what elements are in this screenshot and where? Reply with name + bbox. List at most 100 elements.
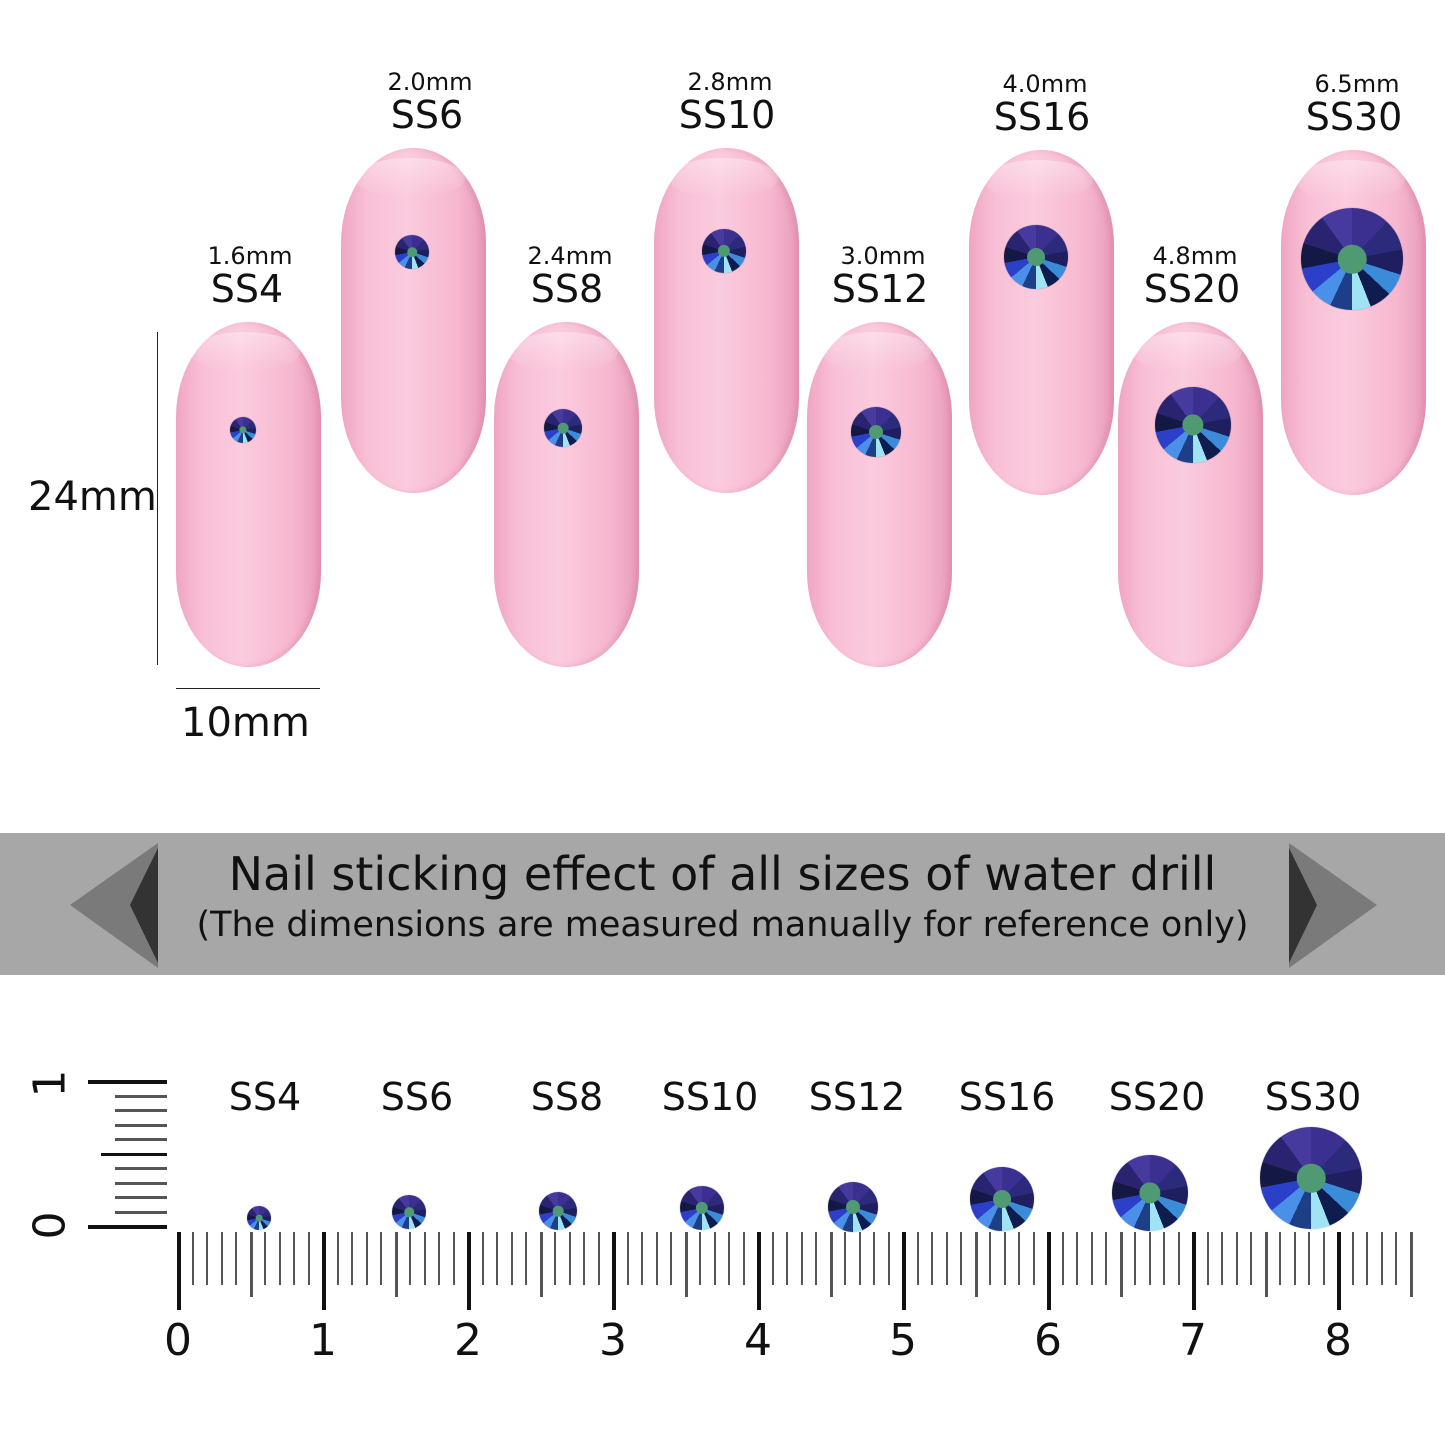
ruler-label: 0 <box>164 1315 192 1366</box>
height-dimension-label: 24mm <box>28 474 157 520</box>
ruler-minor-tick <box>742 1232 745 1285</box>
ruler-label: 7 <box>1179 1315 1207 1366</box>
ruler-minor-tick <box>1076 1232 1078 1285</box>
rhinestone-icon <box>1112 1155 1188 1231</box>
vruler-half-tick <box>101 1152 167 1156</box>
ruler-minor-tick <box>438 1232 440 1285</box>
ruler-minor-tick <box>583 1232 585 1285</box>
banner: Nail sticking effect of all sizes of wat… <box>0 833 1445 975</box>
rhinestone-icon <box>970 1167 1034 1231</box>
ruler-major-tick <box>1337 1232 1341 1310</box>
mm-label: 4.0mm <box>1002 70 1088 98</box>
ruler-minor-tick <box>423 1232 426 1285</box>
ruler-minor-tick <box>728 1232 730 1285</box>
mm-label: 2.0mm <box>387 68 473 96</box>
ruler-minor-tick <box>626 1232 629 1285</box>
mm-label: 3.0mm <box>840 242 926 270</box>
mm-label: 1.6mm <box>207 242 293 270</box>
nail-ss8 <box>494 322 639 667</box>
ruler-label: 1 <box>309 1315 337 1366</box>
ruler-minor-tick <box>1206 1232 1209 1285</box>
ruler-minor-tick <box>220 1232 223 1285</box>
ruler-minor-tick <box>525 1232 527 1285</box>
size-label: SS8 <box>530 267 604 311</box>
gem-size-label: SS20 <box>1108 1075 1206 1119</box>
rhinestone-core <box>1139 1182 1161 1204</box>
ruler-minor-tick <box>452 1232 455 1285</box>
vruler-major-tick <box>88 1225 167 1229</box>
vruler-major-tick <box>88 1080 167 1084</box>
vruler-minor-tick <box>115 1196 167 1199</box>
banner-title: Nail sticking effect of all sizes of wat… <box>228 847 1217 901</box>
ruler-label: 3 <box>599 1315 627 1366</box>
vruler-minor-tick <box>115 1109 167 1112</box>
rhinestone-icon <box>851 407 901 457</box>
ruler-label: 4 <box>744 1315 772 1366</box>
ruler-minor-tick <box>844 1232 846 1285</box>
ruler-minor-tick <box>699 1232 701 1285</box>
ruler-minor-tick <box>887 1232 890 1285</box>
ruler-minor-tick <box>1308 1232 1310 1285</box>
size-label: SS20 <box>1143 267 1241 311</box>
ruler-minor-tick <box>945 1232 948 1285</box>
ruler-minor-tick <box>235 1232 237 1285</box>
ruler-minor-tick <box>1293 1232 1296 1285</box>
ruler-major-tick <box>177 1232 181 1310</box>
ruler-minor-tick <box>771 1232 774 1285</box>
ruler-minor-tick <box>1003 1232 1006 1285</box>
ruler-label: 5 <box>889 1315 917 1366</box>
gem-size-label: SS16 <box>958 1075 1056 1119</box>
ruler-minor-tick <box>568 1232 571 1285</box>
gem-size-label: SS4 <box>228 1075 302 1119</box>
ruler-minor-tick <box>1235 1232 1238 1285</box>
ruler-minor-tick <box>336 1232 339 1285</box>
ruler-minor-tick <box>409 1232 411 1285</box>
nail-ss20 <box>1118 322 1263 667</box>
nail-ss12 <box>807 322 952 667</box>
ruler-minor-tick <box>1279 1232 1281 1285</box>
ruler-half-tick <box>1119 1232 1123 1297</box>
rhinestone-core <box>1182 414 1204 436</box>
ruler-minor-tick <box>1380 1232 1383 1285</box>
vruler-minor-tick <box>115 1210 167 1214</box>
ruler-half-tick <box>684 1232 688 1297</box>
ruler-minor-tick <box>510 1232 513 1285</box>
ruler-minor-tick <box>1221 1232 1223 1285</box>
ruler-half-tick <box>1264 1232 1268 1297</box>
left-arrow-decoration <box>70 843 158 968</box>
rhinestone-icon <box>702 229 746 273</box>
ruler-major-tick <box>322 1232 326 1310</box>
size-label: SS30 <box>1305 95 1403 139</box>
ruler-half-tick <box>539 1232 543 1297</box>
nail-ss16 <box>969 150 1114 495</box>
ruler-minor-tick <box>293 1232 295 1285</box>
vruler-label: 1 <box>24 1069 76 1098</box>
ruler-major-tick <box>1047 1232 1051 1310</box>
ruler-minor-tick <box>1395 1232 1397 1285</box>
ruler-half-tick <box>829 1232 833 1297</box>
ruler-minor-tick <box>713 1232 716 1285</box>
ruler-minor-tick <box>916 1232 919 1285</box>
rhinestone-core <box>846 1200 860 1214</box>
gem-size-label: SS30 <box>1264 1075 1362 1119</box>
rhinestone-icon <box>230 417 256 443</box>
rhinestone-core <box>1027 248 1045 266</box>
right-arrow-decoration <box>1289 843 1377 968</box>
ruler-major-tick <box>612 1232 616 1310</box>
rhinestone-icon <box>392 1195 426 1229</box>
gem-size-label: SS10 <box>661 1075 759 1119</box>
rhinestone-icon <box>1301 208 1403 310</box>
ruler-minor-tick <box>1105 1232 1107 1285</box>
nail-ss30 <box>1281 150 1426 495</box>
ruler-label: 2 <box>454 1315 482 1366</box>
vruler-label: 0 <box>24 1211 76 1240</box>
ruler-minor-tick <box>1351 1232 1354 1285</box>
ruler-minor-tick <box>800 1232 803 1285</box>
nail-ss6 <box>341 148 486 493</box>
rhinestone-core <box>407 247 417 257</box>
mm-label: 6.5mm <box>1314 70 1400 98</box>
rhinestone-core <box>404 1207 414 1217</box>
gem-size-label: SS8 <box>530 1075 604 1119</box>
ruler-minor-tick <box>380 1232 382 1285</box>
ruler-minor-tick <box>351 1232 353 1285</box>
